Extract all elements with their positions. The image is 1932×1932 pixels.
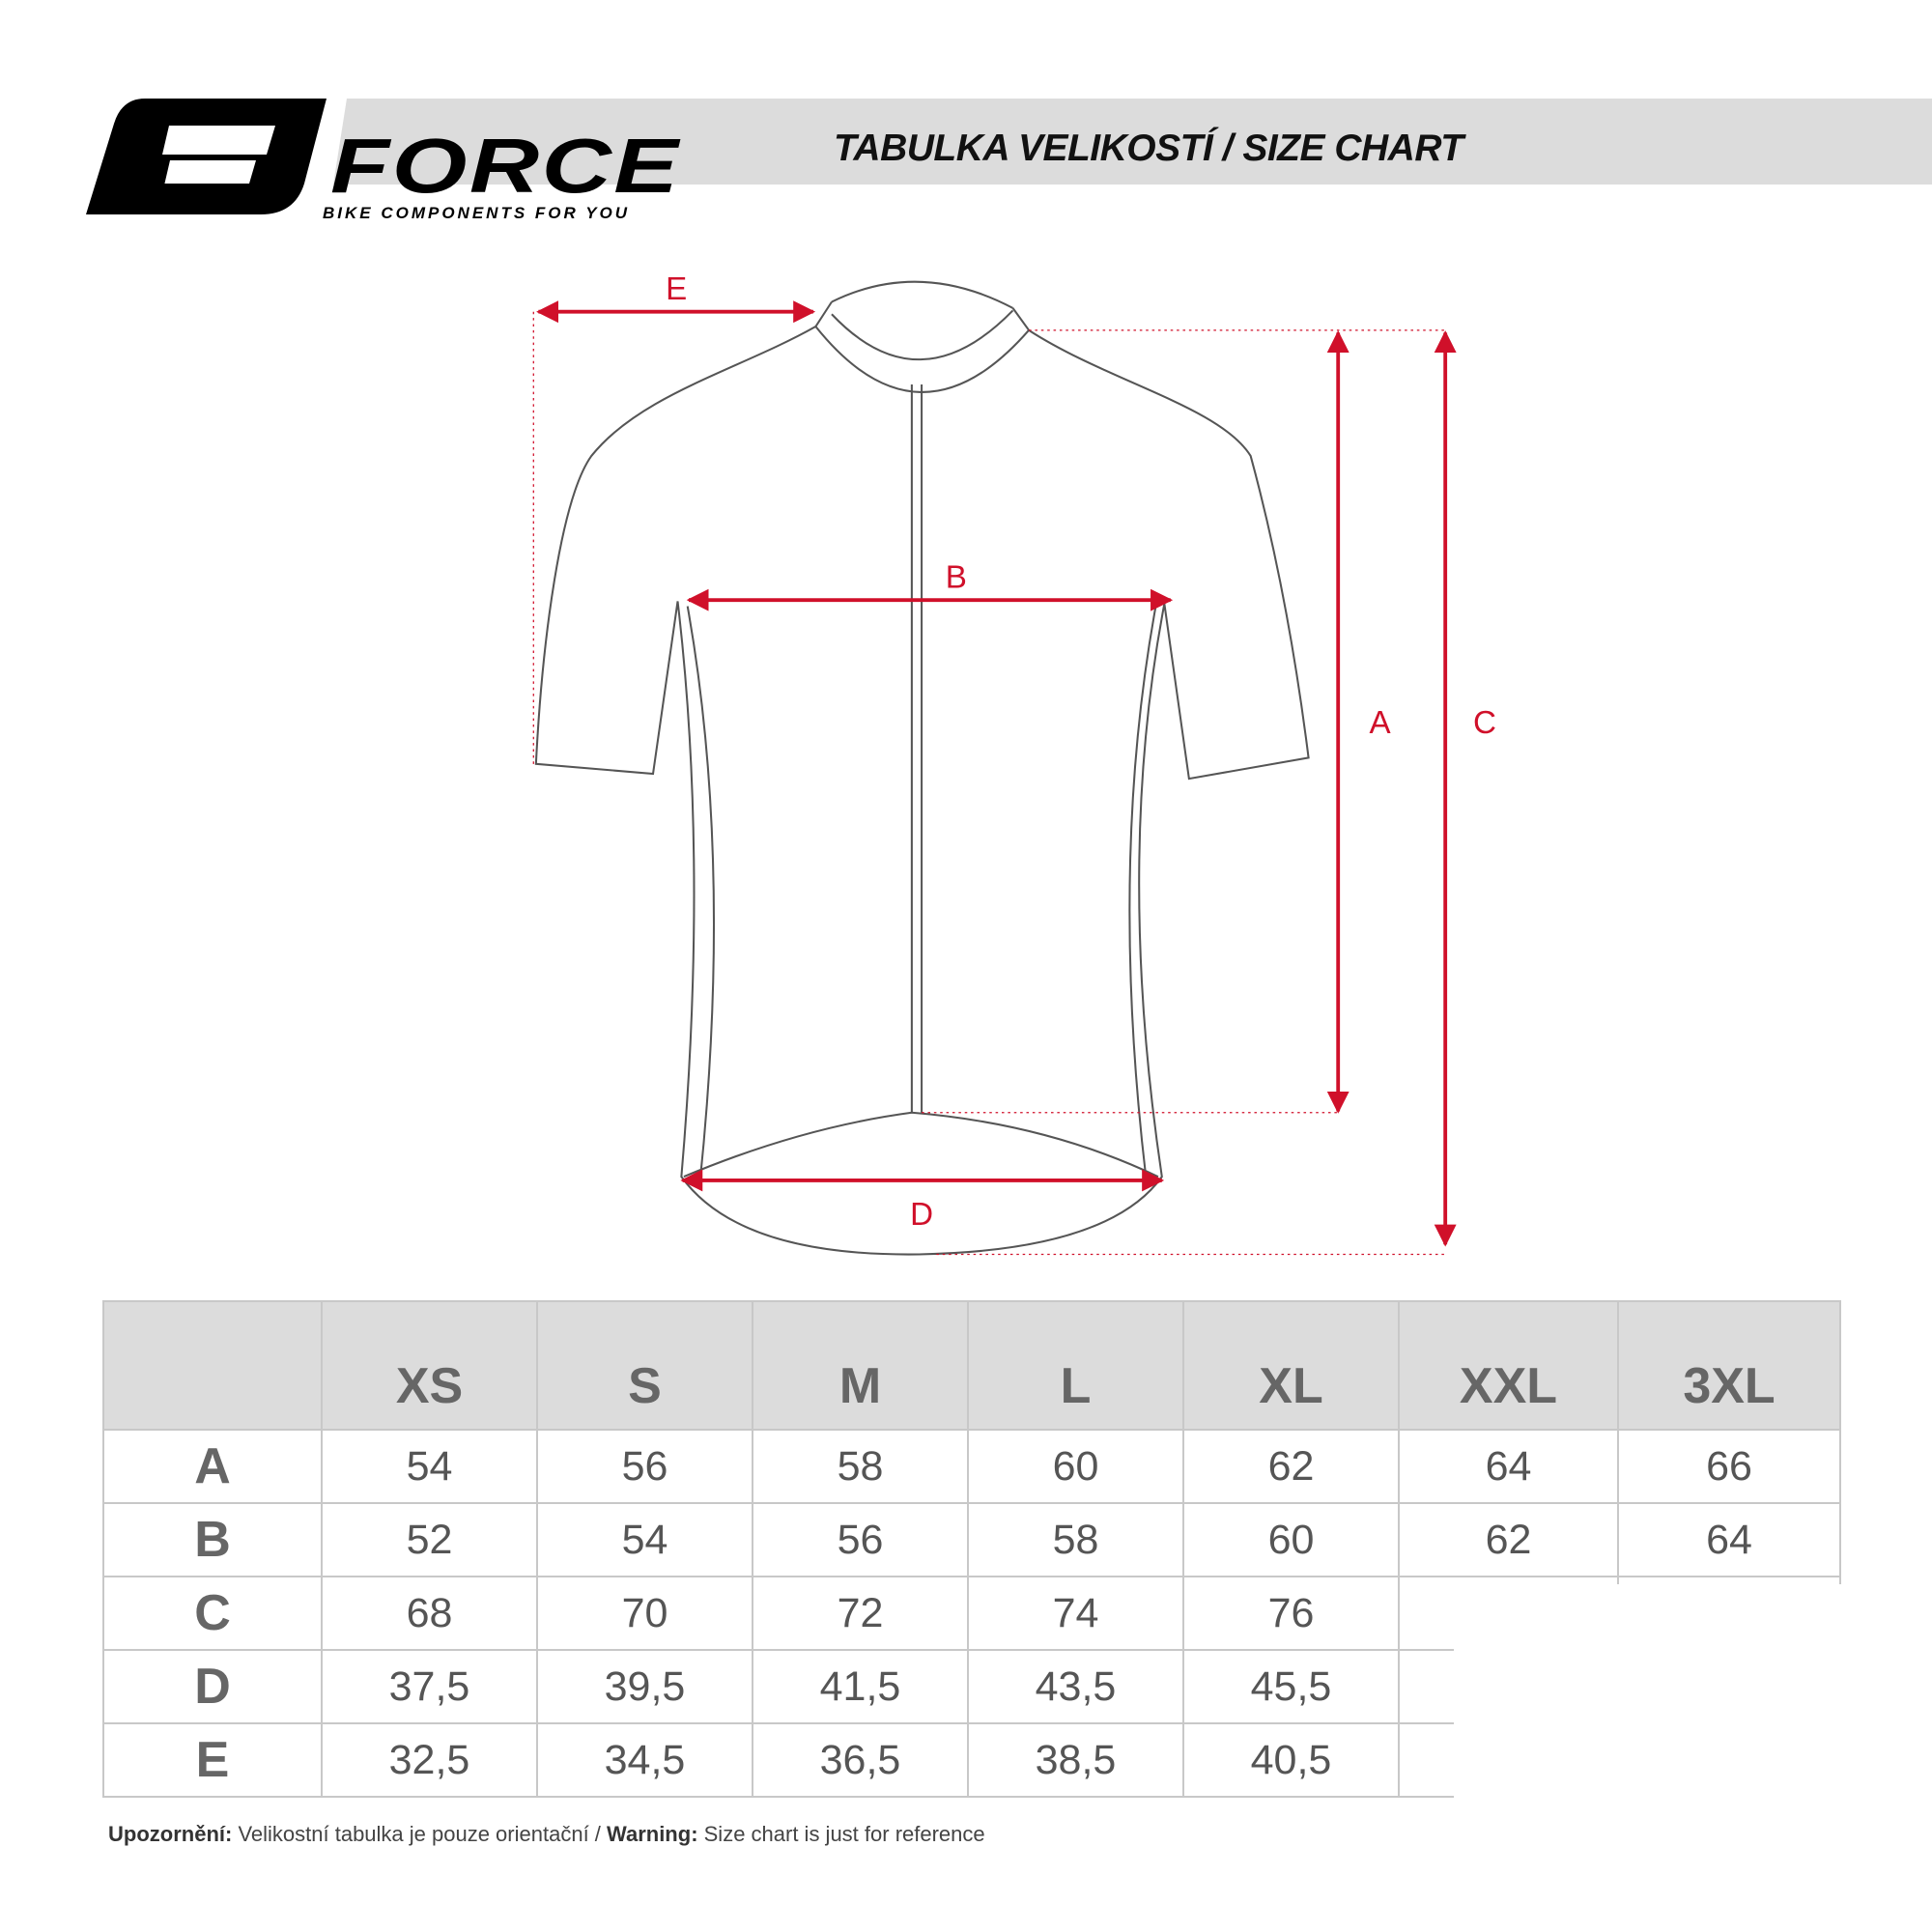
table-cell: 45,5 [1182, 1649, 1400, 1724]
column-header-xl: XL [1182, 1300, 1400, 1431]
table-row: A 54 56 58 60 62 64 66 [102, 1429, 1841, 1504]
table-cell: 64 [1398, 1429, 1619, 1504]
table-cell: 34,5 [536, 1722, 753, 1798]
table-cell: 70 [536, 1576, 753, 1651]
force-logo-icon [86, 99, 327, 214]
dotted-guides [532, 311, 1448, 1256]
table-cell: 72 [752, 1576, 969, 1651]
table-cell: 54 [536, 1502, 753, 1577]
table-cell: 64 [1617, 1502, 1841, 1577]
warning-en-text: Size chart is just for reference [697, 1822, 985, 1846]
header-banner [333, 99, 1932, 185]
table-cell: 60 [967, 1429, 1184, 1504]
table-cell: 74 [967, 1576, 1184, 1651]
table-cell: 43,5 [967, 1649, 1184, 1724]
table-cell: 39,5 [536, 1649, 753, 1724]
row-label: D [102, 1649, 323, 1724]
row-label: E [102, 1722, 323, 1798]
column-header-xxl: XXL [1398, 1300, 1619, 1431]
label-c: C [1473, 705, 1496, 741]
table-cell: 68 [321, 1576, 538, 1651]
row-label: B [102, 1502, 323, 1577]
table-cell: 56 [536, 1429, 753, 1504]
column-header-xs: XS [321, 1300, 538, 1431]
row-label: A [102, 1429, 323, 1504]
table-cell: 76 [1182, 1576, 1400, 1651]
table-cell: 37,5 [321, 1649, 538, 1724]
table-cell: 40,5 [1182, 1722, 1400, 1798]
column-header-m: M [752, 1300, 969, 1431]
table-cell: 58 [967, 1502, 1184, 1577]
column-header-l: L [967, 1300, 1184, 1431]
table-cell: 56 [752, 1502, 969, 1577]
column-header [102, 1300, 323, 1431]
brand-name: FORCE [330, 123, 681, 209]
row-label: C [102, 1576, 323, 1651]
column-header-3xl: 3XL [1617, 1300, 1841, 1431]
table-cell: 62 [1398, 1502, 1619, 1577]
label-e: E [666, 271, 687, 307]
image-cutoff [1454, 1584, 1932, 1806]
label-a: A [1370, 705, 1392, 741]
label-d: D [910, 1197, 933, 1233]
table-cell: 60 [1182, 1502, 1400, 1577]
warning-cz-label: Upozornění: [108, 1822, 233, 1846]
size-table: XS S M L XL XXL 3XL A 54 56 58 60 62 64 66 B 52 54… [102, 1300, 1841, 1798]
warning-cz-text: Velikostní tabulka je pouze orientační / [232, 1822, 608, 1846]
table-cell: 52 [321, 1502, 538, 1577]
table-cell: 54 [321, 1429, 538, 1504]
table-cell: 38,5 [967, 1722, 1184, 1798]
table-header-row: XS S M L XL XXL 3XL [102, 1300, 1841, 1431]
table-cell: 62 [1182, 1429, 1400, 1504]
page-title: TABULKA VELIKOSTÍ / SIZE CHART [834, 128, 1463, 169]
table-cell: 66 [1617, 1429, 1841, 1504]
table-cell: 32,5 [321, 1722, 538, 1798]
table-cell: 41,5 [752, 1649, 969, 1724]
footer-note: Upozornění: Velikostní tabulka je pouze … [108, 1822, 985, 1847]
label-b: B [946, 559, 967, 595]
jersey-outline [534, 280, 1310, 1256]
brand-tagline: BIKE COMPONENTS FOR YOU [323, 204, 631, 222]
warning-en-label: Warning: [607, 1822, 698, 1846]
table-row: B 52 54 56 58 60 62 64 [102, 1502, 1841, 1577]
column-header-s: S [536, 1300, 753, 1431]
table-cell: 36,5 [752, 1722, 969, 1798]
table-cell: 58 [752, 1429, 969, 1504]
